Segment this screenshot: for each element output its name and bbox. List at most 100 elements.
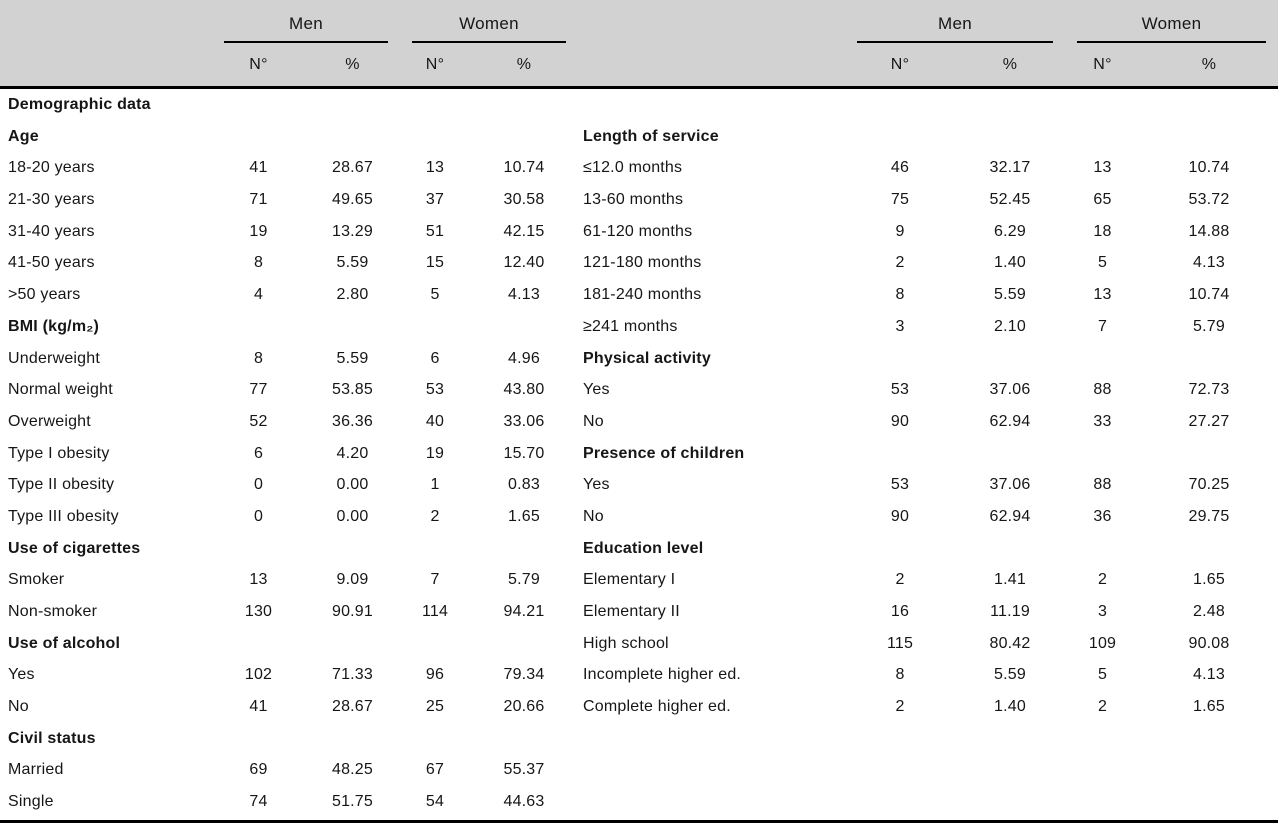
cell-men-pct: 71.33 — [331, 666, 374, 684]
cell-men-pct: 48.25 — [331, 761, 374, 779]
cell-men-n: 8 — [895, 666, 905, 684]
cell-men-n: 75 — [890, 191, 910, 209]
cell-women-n: 13 — [1093, 286, 1112, 304]
col-header-pct: % — [516, 55, 532, 73]
cell-men-pct: 80.42 — [989, 634, 1031, 652]
cell-men-pct: 37.06 — [989, 381, 1031, 399]
row-label: BMI (kg/m₂) — [8, 317, 100, 335]
row-label: Smoker — [8, 571, 65, 589]
row-label: Incomplete higher ed. — [583, 666, 742, 684]
cell-women-n: 53 — [425, 381, 445, 399]
table-row: Single 74 51.75 54 44.63 — [0, 786, 1278, 818]
row-label: No — [583, 507, 604, 525]
cell-men-n: 4 — [253, 286, 264, 304]
cell-men-n: 0 — [253, 476, 264, 494]
table-row: No 41 28.67 25 20.66 Complete higher ed. 2 1.40… — [0, 691, 1278, 723]
table-row: 41-50 years 8 5.59 15 12.40 121-180 months 2 1.… — [0, 247, 1278, 279]
col-header-n: N° — [890, 55, 910, 73]
cell-men-pct: 13.29 — [331, 222, 374, 240]
cell-women-n: 6 — [430, 349, 440, 367]
cell-women-pct: 5.79 — [508, 571, 540, 589]
row-label: Physical activity — [583, 349, 711, 367]
cell-men-pct: 53.85 — [331, 381, 374, 399]
cell-men-pct: 0.00 — [336, 476, 369, 494]
cell-men-pct: 62.94 — [989, 412, 1031, 430]
cell-women-pct: 94.21 — [503, 603, 545, 620]
cell-women-pct: 90.08 — [1188, 634, 1230, 652]
cell-women-n: 15 — [425, 254, 445, 272]
cell-men-pct: 6.29 — [994, 222, 1026, 240]
cell-women-n: 37 — [425, 191, 445, 209]
table-row: Type I obesity 6 4.20 19 15.70 Presence of ch… — [0, 438, 1278, 470]
cell-men-pct: 62.94 — [989, 507, 1031, 525]
row-label: Overweight — [8, 412, 91, 430]
cell-women-n: 88 — [1093, 476, 1112, 494]
cell-men-n: 16 — [890, 603, 910, 620]
row-label: Age — [8, 127, 39, 145]
cell-men-n: 6 — [253, 444, 264, 462]
row-label: No — [8, 698, 29, 716]
row-label: 41-50 years — [8, 254, 95, 272]
cell-women-n: 67 — [425, 761, 445, 779]
cell-women-n: 109 — [1088, 634, 1117, 652]
cell-women-n: 3 — [1097, 603, 1108, 620]
cell-women-pct: 42.15 — [503, 222, 545, 240]
cell-women-pct: 55.37 — [503, 761, 545, 779]
cell-men-n: 8 — [253, 349, 264, 367]
table-row: Type III obesity 0 0.00 2 1.65 No 90 62.94 36 29.… — [0, 501, 1278, 533]
cell-women-pct: 0.83 — [508, 476, 540, 494]
cell-men-n: 8 — [253, 254, 264, 272]
row-label: Married — [8, 761, 64, 779]
cell-men-n: 0 — [253, 507, 264, 525]
cell-men-n: 13 — [249, 571, 268, 589]
cell-women-pct: 53.72 — [1188, 191, 1230, 209]
cell-men-n: 53 — [890, 476, 910, 494]
table-row: 31-40 years 19 13.29 51 42.15 61-120 months 9 6… — [0, 216, 1278, 248]
cell-women-pct: 4.13 — [1193, 666, 1225, 684]
cell-men-pct: 5.59 — [994, 286, 1026, 304]
cell-men-pct: 1.41 — [994, 571, 1026, 589]
cell-women-n: 114 — [421, 603, 449, 620]
table-row: BMI (kg/m₂) ≥241 months 3 2.10 7 5.79 — [0, 311, 1278, 343]
women-group-label-right: Women — [1077, 0, 1266, 43]
row-label: ≤12.0 months — [583, 159, 683, 177]
men-group-label-right: Men — [857, 0, 1053, 43]
cell-women-n: 88 — [1093, 381, 1112, 399]
cell-men-pct: 37.06 — [989, 476, 1031, 494]
cell-men-n: 41 — [249, 698, 268, 716]
cell-men-n: 52 — [249, 412, 268, 430]
cell-men-n: 90 — [890, 507, 910, 525]
cell-women-n: 7 — [430, 571, 440, 589]
cell-women-pct: 20.66 — [503, 698, 545, 716]
cell-women-pct: 12.40 — [503, 254, 545, 272]
cell-men-pct: 49.65 — [331, 191, 374, 209]
row-label: Type III obesity — [8, 507, 119, 525]
row-label: Education level — [583, 539, 704, 557]
table-row: Smoker 13 9.09 7 5.79 Elementary I 2 1.41 2 1.65 — [0, 564, 1278, 596]
cell-men-pct: 51.75 — [331, 793, 374, 811]
cell-men-pct: 52.45 — [989, 191, 1031, 209]
cell-men-pct: 1.40 — [994, 254, 1026, 272]
cell-men-n: 41 — [249, 159, 268, 177]
table-row: 18-20 years 41 28.67 13 10.74 ≤12.0 months 46 3… — [0, 152, 1278, 184]
row-label: Complete higher ed. — [583, 698, 731, 716]
cell-women-n: 65 — [1093, 191, 1112, 209]
table-row: Demographic data — [0, 89, 1278, 121]
cell-men-n: 90 — [890, 412, 910, 430]
cell-women-n: 18 — [1093, 222, 1112, 240]
table-header: Men Women Men Women N° % N° % N° % N° % — [0, 0, 1278, 89]
cell-men-pct: 32.17 — [989, 159, 1031, 177]
cell-men-n: 2 — [895, 254, 905, 272]
row-label: 13-60 months — [583, 191, 684, 209]
row-label: Non-smoker — [8, 603, 98, 620]
table-row: Use of cigarettes Education level — [0, 533, 1278, 565]
cell-women-pct: 44.63 — [503, 793, 545, 811]
cell-men-n: 69 — [249, 761, 268, 779]
row-label: Elementary II — [583, 603, 680, 620]
cell-men-n: 53 — [890, 381, 910, 399]
women-group-label-left: Women — [412, 0, 566, 43]
table-row: Yes 102 71.33 96 79.34 Incomplete higher ed. 8… — [0, 659, 1278, 691]
row-label: Underweight — [8, 349, 101, 367]
table-row: Non-smoker 130 90.91 114 94.21 Elementary II 1… — [0, 596, 1278, 628]
row-label: High school — [583, 634, 669, 652]
